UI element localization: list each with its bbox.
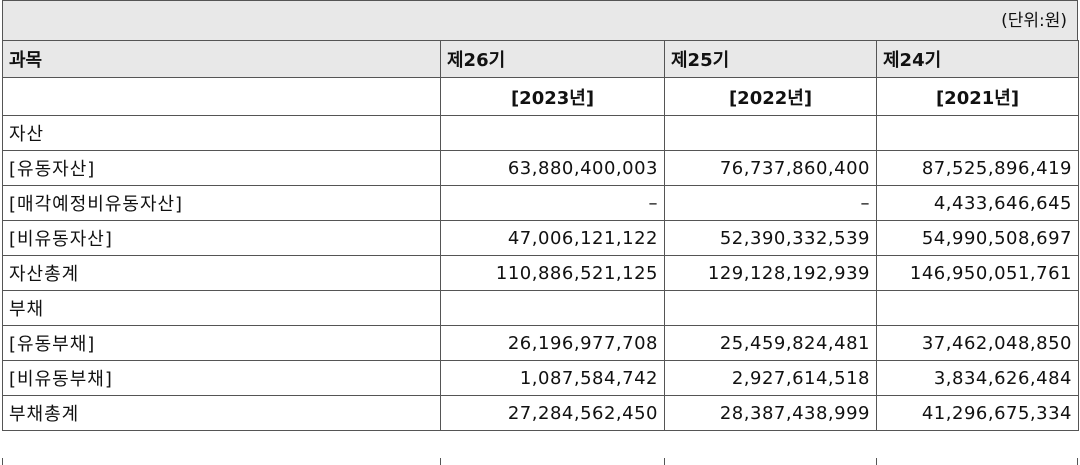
row-value: 28,387,438,999 <box>664 395 877 431</box>
row-label: 자산총계 <box>2 255 441 291</box>
row-value: 41,296,675,334 <box>876 395 1079 431</box>
row-value: 1,087,584,742 <box>440 360 665 396</box>
row-value: 47,006,121,122 <box>440 220 665 256</box>
row-value <box>664 115 877 151</box>
year-blank <box>2 77 441 116</box>
row-value <box>876 290 1079 326</box>
header-year: [2023년] <box>440 77 665 116</box>
year-row: [2023년] [2022년] [2021년] <box>2 77 1079 116</box>
row-label: [비유동부채] <box>2 360 441 396</box>
unit-note: (단위:원) <box>2 0 1078 40</box>
row-label: [유동부채] <box>2 325 441 361</box>
row-label: 부채총계 <box>2 395 441 431</box>
row-value: 52,390,332,539 <box>664 220 877 256</box>
row-value: 110,886,521,125 <box>440 255 665 291</box>
row-label: [유동자산] <box>2 150 441 186</box>
row-value <box>440 115 665 151</box>
row-value: 37,462,048,850 <box>876 325 1079 361</box>
header-period: 제26기 <box>440 40 665 78</box>
header-account: 과목 <box>2 40 441 78</box>
row-value: 2,927,614,518 <box>664 360 877 396</box>
header-year: [2021년] <box>876 77 1079 116</box>
row-label: 부채 <box>2 290 441 326</box>
row-value: 87,525,896,419 <box>876 150 1079 186</box>
row-value: 54,990,508,697 <box>876 220 1079 256</box>
table-row: 자산 <box>2 115 1079 151</box>
row-value <box>664 290 877 326</box>
row-value <box>440 290 665 326</box>
row-value: 129,128,192,939 <box>664 255 877 291</box>
row-value: – <box>440 185 665 221</box>
table-continuation <box>0 458 1080 465</box>
table-row: [비유동자산] 47,006,121,122 52,390,332,539 54,99… <box>2 220 1079 256</box>
table-row: [비유동부채] 1,087,584,742 2,927,614,518 3,834,6… <box>2 360 1079 396</box>
row-value: – <box>664 185 877 221</box>
row-value: 25,459,824,481 <box>664 325 877 361</box>
balance-sheet-table: 과목 제26기 제25기 제24기 [2023년] [2022년] [2021년… <box>2 40 1079 431</box>
table-row: [매각예정비유동자산] – –4,433,646,645 <box>2 185 1079 221</box>
row-label: 자산 <box>2 115 441 151</box>
table-row: 자산총계 110,886,521,125 129,128,192,939 146,95… <box>2 255 1079 291</box>
header-year: [2022년] <box>664 77 877 116</box>
header-period: 제25기 <box>664 40 877 78</box>
table-row: [유동부채] 26,196,977,708 25,459,824,481 37,462… <box>2 325 1079 361</box>
row-value: 27,284,562,450 <box>440 395 665 431</box>
row-label: [매각예정비유동자산] <box>2 185 441 221</box>
table-row: 부채총계 27,284,562,450 28,387,438,999 41,296,6… <box>2 395 1079 431</box>
row-value: 4,433,646,645 <box>876 185 1079 221</box>
row-label: [비유동자산] <box>2 220 441 256</box>
table-row: 부채 <box>2 290 1079 326</box>
table-row: [유동자산] 63,880,400,003 76,737,860,400 87,525… <box>2 150 1079 186</box>
row-value: 146,950,051,761 <box>876 255 1079 291</box>
row-value <box>876 115 1079 151</box>
row-value: 26,196,977,708 <box>440 325 665 361</box>
header-row: 과목 제26기 제25기 제24기 <box>2 40 1079 78</box>
row-value: 3,834,626,484 <box>876 360 1079 396</box>
row-value: 63,880,400,003 <box>440 150 665 186</box>
header-period: 제24기 <box>876 40 1079 78</box>
row-value: 76,737,860,400 <box>664 150 877 186</box>
financial-statement: (단위:원) 과목 제26기 제25기 제24기 [2023년] [2022년]… <box>2 0 1079 431</box>
